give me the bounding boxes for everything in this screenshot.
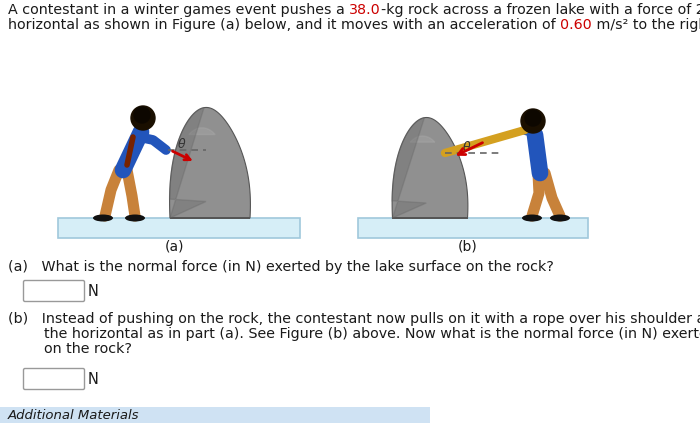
Text: θ: θ [178,138,186,151]
Ellipse shape [125,214,145,222]
Text: (b): (b) [458,239,478,253]
Text: 0.60: 0.60 [560,18,592,32]
FancyBboxPatch shape [24,368,85,390]
Polygon shape [169,108,206,218]
Text: (a)   What is the normal force (in N) exerted by the lake surface on the rock?: (a) What is the normal force (in N) exer… [8,260,554,274]
FancyBboxPatch shape [24,280,85,302]
Ellipse shape [550,214,570,222]
Polygon shape [392,118,468,218]
Circle shape [131,106,155,130]
Text: (a): (a) [165,239,185,253]
Text: horizontal as shown in Figure (a) below, and it moves with an acceleration of: horizontal as shown in Figure (a) below,… [8,18,560,32]
FancyBboxPatch shape [58,218,300,238]
Ellipse shape [93,214,113,222]
Text: the horizontal as in part (a). See Figure (b) above. Now what is the normal forc: the horizontal as in part (a). See Figur… [8,327,700,341]
Text: -kg rock across a frozen lake with a force of 25 N at: -kg rock across a frozen lake with a for… [381,3,700,17]
Text: m/s² to the right.: m/s² to the right. [592,18,700,32]
Ellipse shape [522,214,542,222]
Text: Additional Materials: Additional Materials [8,409,139,421]
Circle shape [134,107,150,123]
Text: A contestant in a winter games event pushes a: A contestant in a winter games event pus… [8,3,349,17]
Polygon shape [189,128,215,135]
Polygon shape [392,118,426,218]
Text: on the rock?: on the rock? [8,342,132,356]
Text: (b)   Instead of pushing on the rock, the contestant now pulls on it with a rope: (b) Instead of pushing on the rock, the … [8,312,700,326]
Text: 38.0: 38.0 [349,3,381,17]
Text: N: N [88,371,99,387]
FancyBboxPatch shape [0,407,430,423]
Polygon shape [169,107,251,218]
Text: N: N [88,283,99,299]
FancyBboxPatch shape [358,218,588,238]
Text: θ: θ [463,141,470,154]
Circle shape [521,109,545,133]
Circle shape [525,110,541,126]
Polygon shape [410,136,435,142]
